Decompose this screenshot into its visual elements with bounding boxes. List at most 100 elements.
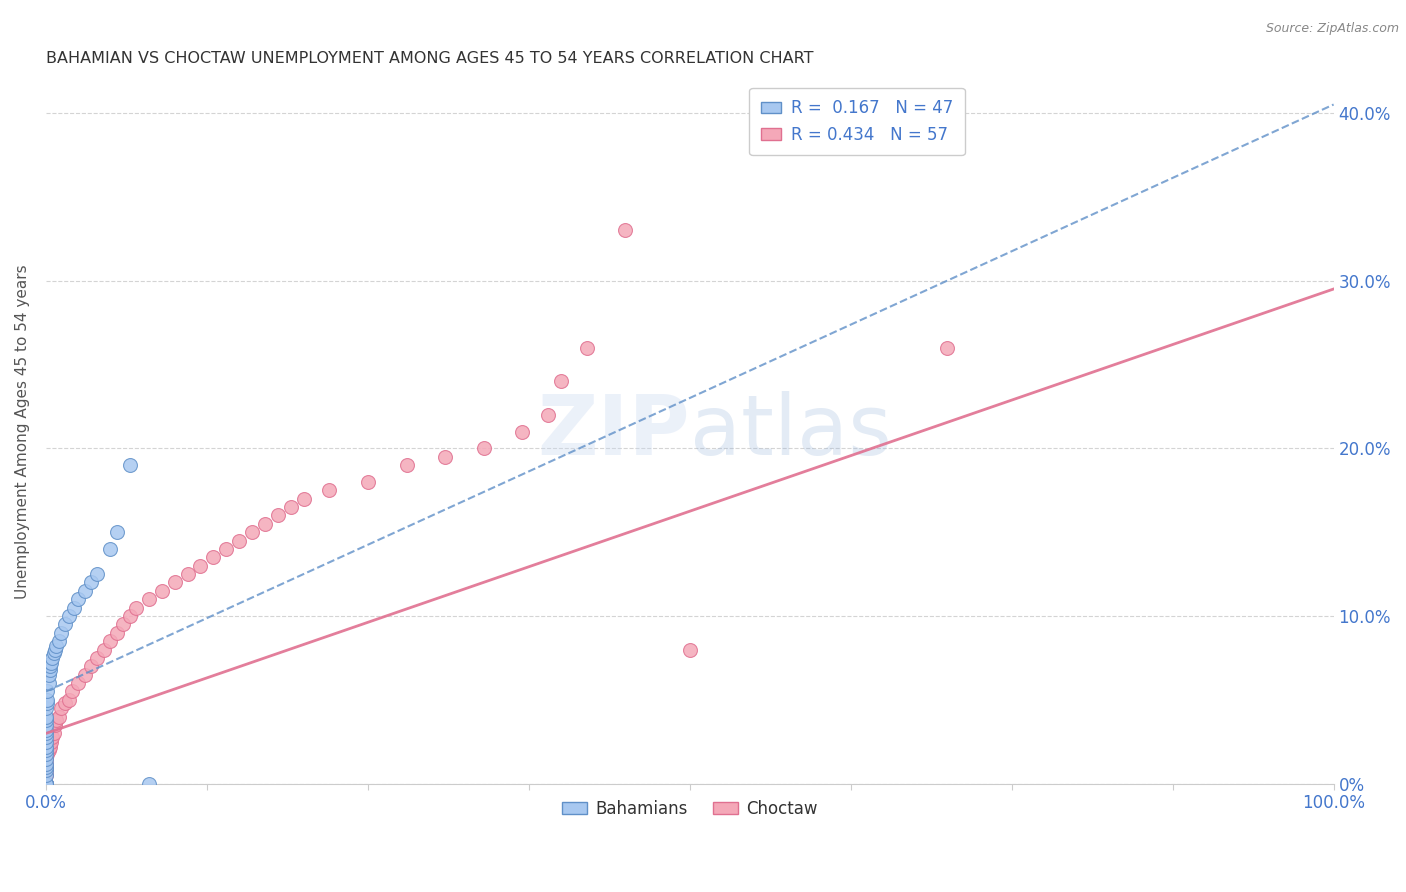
- Point: [253, 516, 276, 531]
- Point: [35, 751, 58, 765]
- Point: [73, 667, 96, 681]
- Point: [98, 634, 121, 648]
- Point: [35, 723, 58, 737]
- Point: [35, 713, 58, 727]
- Point: [51, 625, 73, 640]
- Point: [35, 777, 58, 791]
- Point: [240, 525, 263, 540]
- Point: [44, 642, 66, 657]
- Point: [35, 739, 58, 754]
- Text: atlas: atlas: [690, 391, 891, 472]
- Point: [35, 768, 58, 782]
- Point: [434, 450, 457, 464]
- Point: [35, 747, 58, 761]
- Point: [39, 735, 62, 749]
- Point: [58, 693, 80, 707]
- Point: [35, 764, 58, 778]
- Point: [51, 701, 73, 715]
- Point: [550, 374, 572, 388]
- Point: [67, 592, 90, 607]
- Point: [112, 617, 135, 632]
- Point: [280, 500, 302, 514]
- Point: [37, 747, 59, 761]
- Point: [537, 408, 560, 422]
- Point: [48, 634, 70, 648]
- Point: [35, 777, 58, 791]
- Point: [35, 718, 58, 732]
- Point: [42, 726, 65, 740]
- Point: [228, 533, 250, 548]
- Point: [35, 709, 58, 723]
- Point: [42, 646, 65, 660]
- Point: [35, 777, 58, 791]
- Text: ZIP: ZIP: [537, 391, 690, 472]
- Point: [318, 483, 340, 498]
- Point: [472, 442, 495, 456]
- Point: [512, 425, 534, 439]
- Point: [35, 764, 58, 778]
- Point: [35, 777, 58, 791]
- Point: [93, 642, 115, 657]
- Point: [38, 743, 60, 757]
- Point: [267, 508, 290, 523]
- Point: [45, 713, 67, 727]
- Point: [35, 777, 58, 791]
- Point: [35, 777, 58, 791]
- Point: [53, 696, 76, 710]
- Point: [80, 659, 103, 673]
- Point: [35, 756, 58, 771]
- Point: [35, 777, 58, 791]
- Point: [125, 600, 148, 615]
- Point: [37, 693, 59, 707]
- Point: [138, 592, 160, 607]
- Point: [176, 567, 198, 582]
- Point: [53, 617, 76, 632]
- Point: [357, 475, 380, 489]
- Point: [105, 525, 128, 540]
- Text: BAHAMIAN VS CHOCTAW UNEMPLOYMENT AMONG AGES 45 TO 54 YEARS CORRELATION CHART: BAHAMIAN VS CHOCTAW UNEMPLOYMENT AMONG A…: [46, 51, 814, 66]
- Point: [35, 751, 58, 765]
- Point: [35, 760, 58, 774]
- Point: [41, 730, 63, 744]
- Point: [63, 600, 86, 615]
- Point: [35, 701, 58, 715]
- Point: [575, 341, 598, 355]
- Point: [38, 663, 60, 677]
- Point: [38, 676, 60, 690]
- Point: [105, 625, 128, 640]
- Point: [35, 756, 58, 771]
- Point: [679, 642, 702, 657]
- Point: [35, 760, 58, 774]
- Point: [86, 651, 108, 665]
- Point: [190, 558, 212, 573]
- Point: [150, 583, 173, 598]
- Point: [48, 709, 70, 723]
- Point: [35, 777, 58, 791]
- Point: [35, 777, 58, 791]
- Point: [58, 609, 80, 624]
- Y-axis label: Unemployment Among Ages 45 to 54 years: Unemployment Among Ages 45 to 54 years: [15, 264, 30, 599]
- Point: [60, 684, 83, 698]
- Point: [39, 656, 62, 670]
- Point: [614, 223, 637, 237]
- Point: [38, 667, 60, 681]
- Point: [215, 541, 238, 556]
- Point: [38, 739, 60, 754]
- Text: Source: ZipAtlas.com: Source: ZipAtlas.com: [1265, 22, 1399, 36]
- Point: [163, 575, 186, 590]
- Point: [45, 639, 67, 653]
- Point: [67, 676, 90, 690]
- Point: [44, 718, 66, 732]
- Point: [35, 735, 58, 749]
- Point: [202, 550, 225, 565]
- Point: [35, 768, 58, 782]
- Point: [73, 583, 96, 598]
- Point: [98, 541, 121, 556]
- Point: [936, 341, 959, 355]
- Legend: Bahamians, Choctaw: Bahamians, Choctaw: [555, 793, 824, 825]
- Point: [35, 777, 58, 791]
- Point: [37, 684, 59, 698]
- Point: [35, 743, 58, 757]
- Point: [38, 659, 60, 673]
- Point: [118, 609, 141, 624]
